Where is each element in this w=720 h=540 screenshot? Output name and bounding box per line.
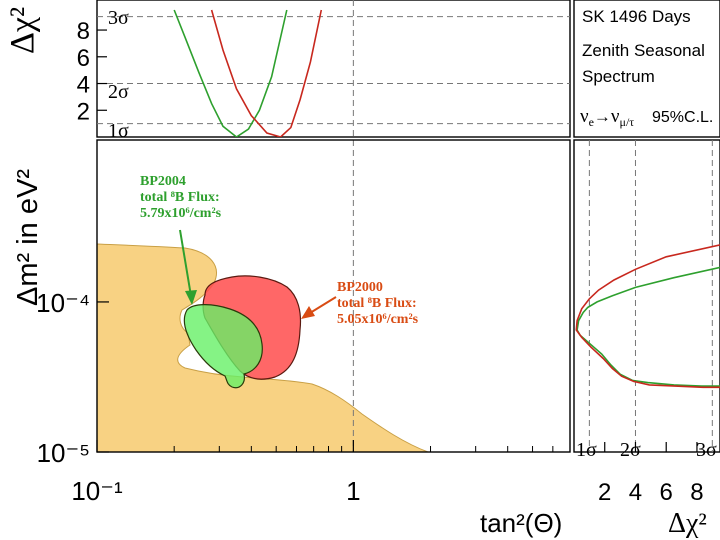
info-panel-frame	[573, 0, 720, 138]
top-series-bp2000	[210, 9, 323, 137]
top-sigma-gridlines	[97, 0, 570, 137]
top-y-axis-title: Δχ²	[4, 7, 42, 54]
info-panel: SK 1496 Days Zenith Seasonal Spectrum νe…	[573, 0, 720, 138]
main-regions	[97, 243, 429, 452]
bp2000-annotation-line: 5.05x10⁶/cm²s	[337, 312, 419, 327]
side-x-tick-label: 4	[629, 479, 642, 506]
nu-mu-symbol: ν	[611, 106, 620, 127]
main-panel-frame	[96, 139, 571, 453]
side-series-bp2004	[576, 266, 720, 387]
oscillation-arrow: →	[594, 107, 611, 126]
top-y-tick-label: 2	[77, 98, 90, 125]
top-sigma-label: 1σ	[108, 120, 129, 142]
side-sigma-gridlines	[588, 140, 713, 452]
main-x-axis-title: tan²(Θ)	[480, 508, 562, 539]
main-y-axis-title-text: Δm² in eV²	[12, 169, 44, 306]
info-line2: Spectrum	[582, 67, 655, 86]
main-axis-ticks: 10⁻¹ 1 10⁻⁵ 10⁻⁴	[36, 288, 571, 506]
side-x-tick-label: 2	[598, 479, 611, 506]
top-sigma-labels: 1σ 2σ 3σ	[108, 7, 129, 142]
top-y-axis-title-text: Δχ²	[4, 6, 41, 54]
main-y-tick-label: 10⁻⁵	[37, 438, 90, 468]
bp2004-allowed-region	[183, 304, 263, 389]
top-y-tick-label: 8	[77, 18, 90, 45]
nu-e-symbol: ν	[580, 106, 589, 127]
bp2000-annotation-arrow	[301, 296, 337, 319]
side-x-tick-label: 8	[690, 479, 703, 506]
top-sigma-label: 3σ	[108, 7, 129, 29]
oscillation-channel: νe→νμ/τ	[580, 106, 634, 129]
side-sigma-labels: 1σ 2σ 3σ	[576, 439, 717, 461]
bp2004-annotation-line: 5.79x10⁶/cm²s	[140, 206, 222, 221]
bp2004-annotation-line: BP2004	[140, 174, 186, 189]
main-panel: 10⁻¹ 1 10⁻⁵ 10⁻⁴	[36, 139, 571, 506]
side-panel-frame	[573, 139, 720, 453]
bp2000-annotation-line: total ⁸B Flux:	[337, 296, 417, 311]
side-series-group	[575, 244, 720, 389]
bp2004-annotation: BP2004 total ⁸B Flux: 5.79x10⁶/cm²s	[140, 174, 221, 222]
info-title: SK 1496 Days	[582, 7, 691, 26]
side-x-tick-label: 6	[660, 479, 673, 506]
sk-excluded-region-upper	[97, 243, 429, 452]
top-sigma-label: 2σ	[108, 81, 129, 103]
top-y-tick-label: 4	[77, 72, 90, 99]
side-sigma-label: 1σ	[576, 439, 597, 461]
side-x-axis-title-text: Δχ²	[668, 508, 707, 539]
side-series-bp2000	[575, 244, 720, 389]
side-sigma-label: 3σ	[696, 439, 717, 461]
side-x-axis-title: Δχ²	[668, 508, 707, 540]
confidence-level: 95%C.L.	[652, 109, 713, 126]
top-series-bp2004	[173, 9, 288, 137]
bp2004-annotation-arrow	[179, 229, 197, 305]
side-sigma-label: 2σ	[620, 439, 641, 461]
main-x-axis-title-text: tan²(Θ)	[480, 508, 563, 538]
info-line1: Zenith Seasonal	[582, 41, 705, 60]
main-y-tick-label: 10⁻⁴	[36, 288, 90, 318]
nu-e-subscript: e	[589, 115, 594, 129]
top-panel-frame	[96, 0, 571, 138]
top-y-tick-label: 6	[77, 45, 90, 72]
main-x-tick-label: 10⁻¹	[71, 476, 123, 506]
top-series-group	[173, 9, 323, 137]
main-y-axis-title: Δm² in eV²	[12, 169, 45, 306]
bp2000-annotation: BP2000 total ⁸B Flux: 5.05x10⁶/cm²s	[337, 280, 418, 328]
bp2004-annotation-line: total ⁸B Flux:	[140, 190, 220, 205]
main-x-tick-label: 1	[346, 476, 360, 506]
bp2000-annotation-line: BP2000	[337, 280, 383, 295]
nu-mu-subscript: μ/τ	[620, 115, 635, 129]
